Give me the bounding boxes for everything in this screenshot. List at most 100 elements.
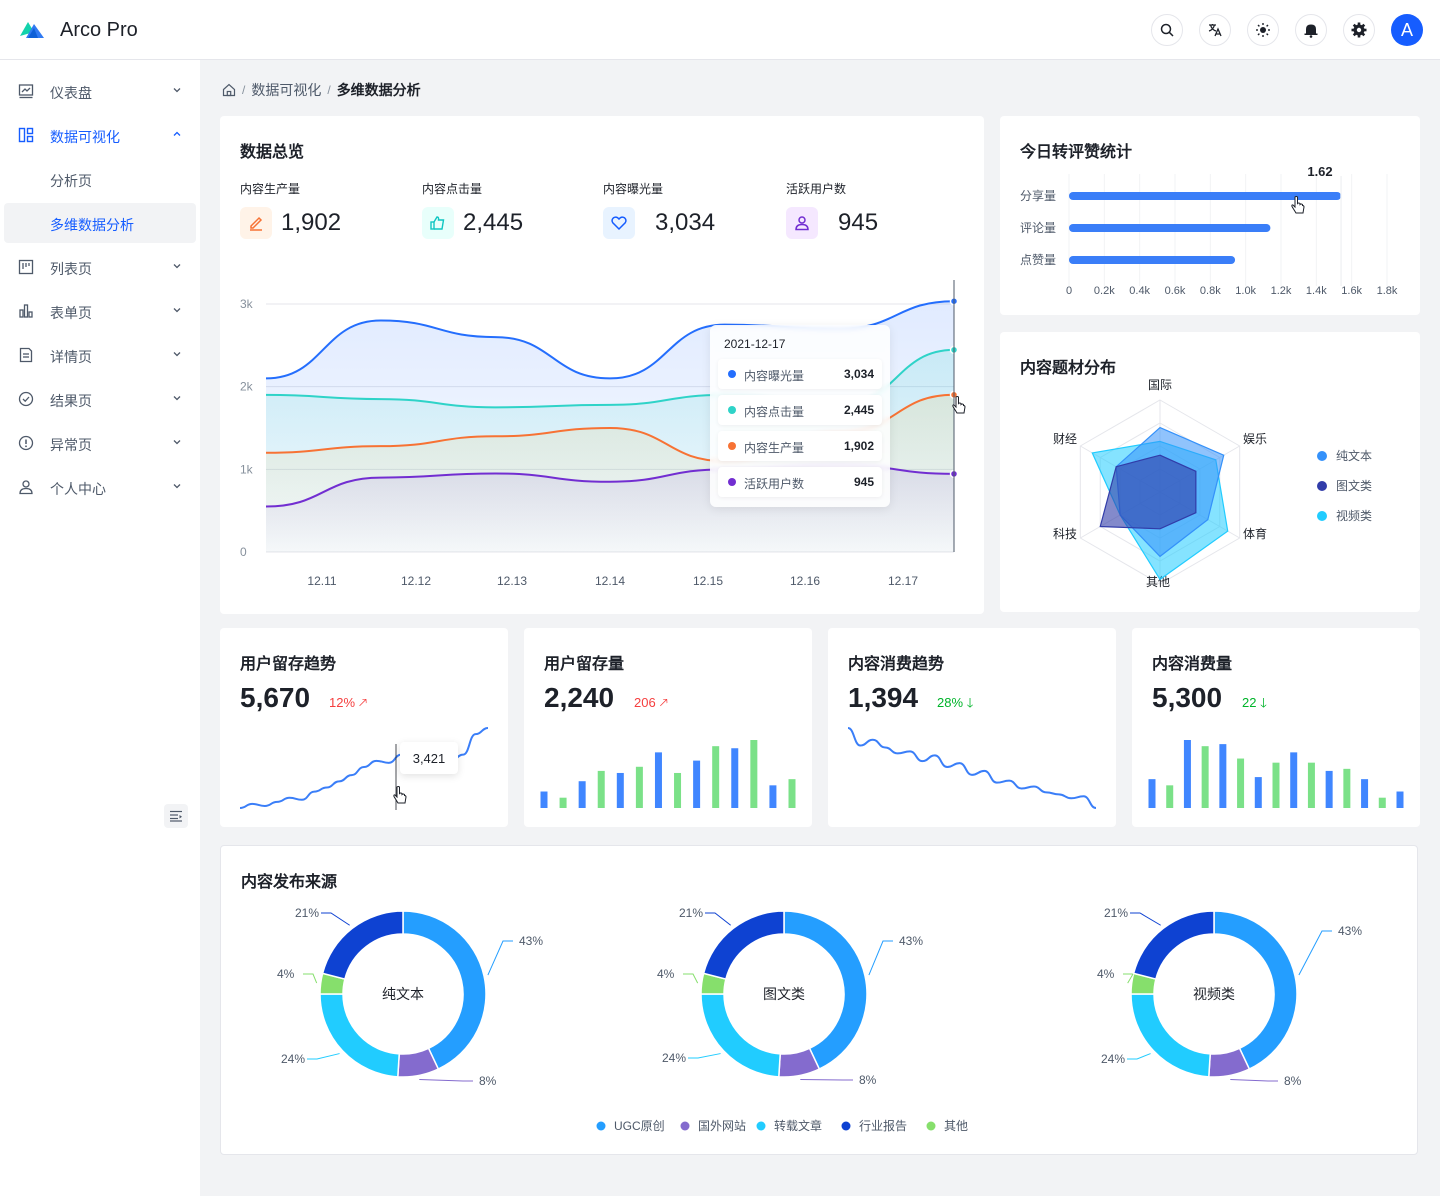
legend-dot	[728, 370, 736, 378]
sidebar-item-label: 分析页	[50, 173, 92, 189]
notification-button[interactable]	[1295, 14, 1327, 46]
dashboard-icon	[18, 84, 34, 99]
sidebar-item-form[interactable]: 表单页	[4, 291, 196, 331]
settings-button[interactable]	[1343, 14, 1375, 46]
donut-slice	[1132, 910, 1215, 980]
slice-percent-label: 4%	[1097, 967, 1115, 981]
form-icon	[19, 304, 33, 318]
legend-dot	[728, 478, 736, 486]
sidebar-item-visualization[interactable]: 数据可视化	[4, 115, 196, 155]
translate-icon	[1208, 24, 1222, 37]
breadcrumb: / 数据可视化 / 多维数据分析	[222, 80, 421, 100]
label-leader-line	[800, 1078, 853, 1081]
tooltip-series-name: 内容点击量	[744, 405, 805, 419]
x-tick-label: 12.12	[401, 574, 431, 588]
legend-dot	[680, 1121, 690, 1131]
mini-tooltip-value: 3,421	[412, 750, 446, 766]
mini-card-value: 2,240	[544, 682, 615, 713]
stat-value: 3,034	[655, 209, 716, 236]
pointer-cursor-icon	[393, 786, 407, 804]
search-button[interactable]	[1151, 14, 1183, 46]
mini-line-chart[interactable]	[828, 724, 1116, 824]
x-tick-label: 0	[1066, 285, 1072, 297]
mini-bar	[1219, 744, 1227, 808]
sidebar-item-label: 结果页	[50, 393, 92, 409]
radar-series	[1099, 454, 1197, 530]
legend-label: UGC原创	[614, 1119, 665, 1133]
bar	[1069, 192, 1342, 200]
slice-percent-label: 43%	[1338, 924, 1362, 938]
x-tick-label: 12.14	[595, 574, 625, 588]
breadcrumb-item[interactable]: 数据可视化	[251, 82, 322, 98]
mini-bar	[654, 752, 662, 808]
legend-dot	[841, 1121, 851, 1131]
legend-label: 其他	[944, 1119, 968, 1133]
mini-bar	[788, 779, 796, 808]
sidebar-item-label: 数据可视化	[50, 129, 120, 145]
mini-bar	[1166, 785, 1174, 808]
label-leader-line	[487, 940, 513, 976]
legend-dot	[926, 1121, 936, 1131]
sidebar-item-dashboard[interactable]: 仪表盘	[4, 71, 196, 111]
mini-bar-chart[interactable]	[1132, 724, 1420, 824]
mini-line-chart[interactable]	[220, 724, 508, 824]
chevron-up-icon	[173, 131, 181, 136]
x-tick-label: 0.6k	[1165, 285, 1186, 297]
sidebar-item-label: 详情页	[50, 349, 92, 365]
sidebar-item-exception[interactable]: 异常页	[4, 423, 196, 463]
sidebar-item-result[interactable]: 结果页	[4, 379, 196, 419]
label-leader-line	[868, 940, 893, 976]
stat-value: 945	[838, 209, 879, 236]
sidebar-item-multi-dimension[interactable]: 多维数据分析	[4, 203, 196, 243]
tooltip-series-value: 3,034	[843, 367, 874, 381]
language-button[interactable]	[1199, 14, 1231, 46]
sidebar-item-detail[interactable]: 详情页	[4, 335, 196, 375]
mini-card-title: 内容消费量	[1152, 656, 1233, 673]
mini-card-value: 5,300	[1152, 682, 1223, 713]
horizontal-bar-chart[interactable]: 0 0.2k 0.4k 0.6k 0.8k 1.0k 1.2k 1.4k 1.6k 1.8k 分享量…	[1000, 156, 1420, 306]
avatar[interactable]: A	[1391, 14, 1423, 46]
mini-bar	[540, 791, 548, 808]
slice-percent-label: 21%	[1104, 906, 1128, 920]
user-icon	[19, 480, 33, 495]
legend-label: 纯文本	[1336, 448, 1372, 463]
stat-label: 内容点击量	[422, 182, 483, 196]
tooltip-series-name: 内容曝光量	[744, 369, 805, 383]
sidebar-item-list[interactable]: 列表页	[4, 247, 196, 287]
radar-axis-label: 体育	[1243, 526, 1267, 541]
legend-label: 图文类	[1336, 478, 1372, 493]
stat-icon-box	[786, 207, 818, 239]
collapse-menu-button[interactable]	[164, 804, 188, 828]
chevron-down-icon	[173, 396, 181, 401]
chevron-down-icon	[173, 88, 181, 93]
slice-percent-label: 8%	[859, 1073, 877, 1087]
label-leader-line	[419, 1078, 473, 1082]
mini-bar	[1237, 758, 1245, 808]
sidebar-item-profile[interactable]: 个人中心	[4, 467, 196, 507]
mini-bar	[559, 797, 567, 808]
mini-bar	[597, 770, 605, 808]
radar-axis-label: 娱乐	[1243, 432, 1267, 446]
mini-bar-chart[interactable]	[524, 724, 812, 824]
x-tick-label: 12.16	[790, 574, 820, 588]
arco-logo-icon	[20, 22, 44, 38]
delta-badge: 28% 🡓	[937, 694, 973, 716]
mini-bar	[1254, 777, 1262, 808]
home-icon[interactable]	[222, 83, 236, 97]
pointer-cursor-icon	[1291, 196, 1305, 214]
x-tick-label: 12.11	[307, 574, 336, 588]
mini-bar	[1343, 768, 1351, 808]
y-tick-label: 2k	[240, 380, 254, 394]
mini-bar	[1378, 797, 1386, 808]
stat-label: 活跃用户数	[786, 182, 847, 196]
sun-icon	[1256, 23, 1270, 37]
sidebar-item-analysis[interactable]: 分析页	[4, 159, 196, 199]
theme-button[interactable]	[1247, 14, 1279, 46]
legend-dot	[756, 1121, 766, 1131]
donut-charts[interactable]: 43% 8% 24% 4% 21% 纯文本 43% 8% 24% 4% 21% 图文类 43% 8% 24%…	[221, 896, 1417, 1154]
x-tick-label: 12.15	[693, 574, 723, 588]
result-icon	[18, 391, 34, 407]
mini-bar	[1290, 752, 1298, 808]
tooltip-series-value: 1,902	[843, 439, 874, 453]
